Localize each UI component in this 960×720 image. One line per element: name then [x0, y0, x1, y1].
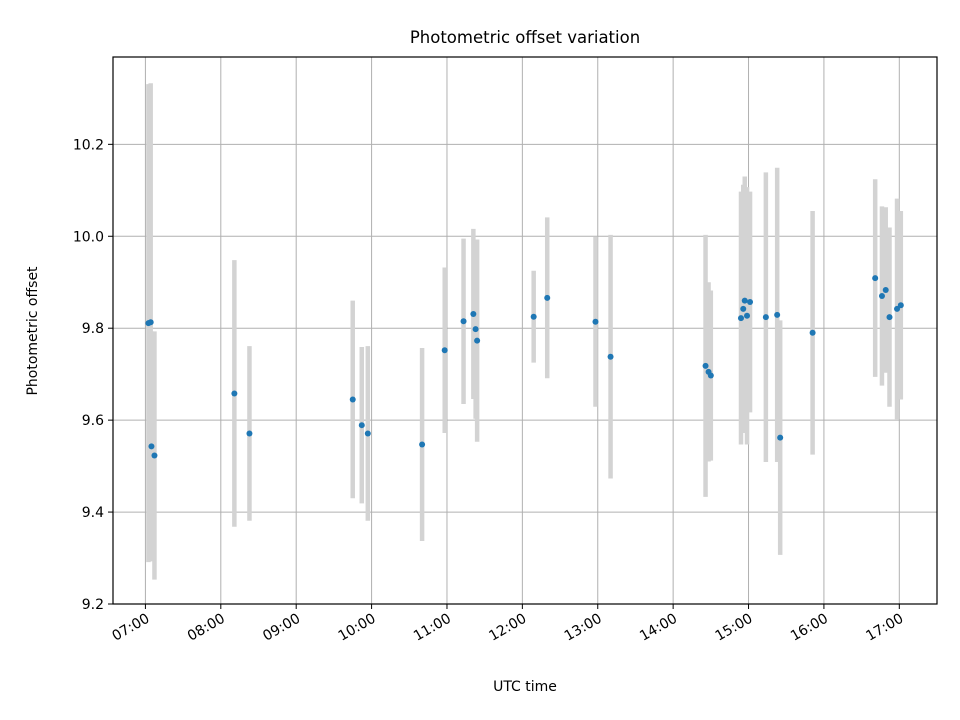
data-point — [740, 305, 747, 312]
data-point — [419, 441, 426, 448]
data-point — [762, 314, 769, 321]
data-point — [364, 430, 371, 437]
data-point — [460, 318, 467, 325]
data-point — [886, 314, 893, 321]
data-point — [777, 434, 784, 441]
data-point — [702, 362, 709, 369]
data-point — [607, 353, 614, 360]
data-point — [358, 422, 365, 429]
data-point — [894, 305, 901, 312]
data-point — [530, 313, 537, 320]
data-point — [897, 302, 904, 309]
y-tick-label: 10.0 — [73, 229, 104, 245]
data-point — [747, 299, 754, 306]
data-point — [470, 310, 477, 317]
chart-title: Photometric offset variation — [410, 28, 640, 47]
y-tick-label: 9.2 — [82, 597, 104, 613]
data-point — [544, 294, 551, 301]
y-tick-label: 9.6 — [82, 413, 104, 429]
data-point — [148, 443, 155, 450]
data-point — [349, 396, 356, 403]
y-axis-label: Photometric offset — [25, 266, 41, 396]
data-point — [441, 347, 448, 354]
data-point — [809, 329, 816, 336]
data-point — [744, 312, 751, 319]
data-point — [246, 430, 253, 437]
data-point — [872, 275, 879, 282]
data-point — [707, 372, 714, 379]
data-point — [774, 311, 781, 318]
data-point — [737, 315, 744, 322]
data-point — [878, 293, 885, 300]
data-point — [147, 319, 154, 326]
data-point — [741, 297, 748, 304]
data-point — [151, 452, 158, 459]
data-point — [474, 337, 481, 344]
data-point — [231, 390, 238, 397]
data-points — [145, 275, 904, 459]
y-tick-label: 9.8 — [82, 321, 104, 337]
data-point — [882, 287, 889, 294]
y-tick-label: 10.2 — [73, 137, 104, 153]
data-point — [472, 326, 479, 333]
x-axis-label: UTC time — [493, 679, 557, 695]
data-point — [592, 318, 599, 325]
plot-frame — [112, 56, 938, 605]
y-tick-label: 9.4 — [82, 505, 104, 521]
